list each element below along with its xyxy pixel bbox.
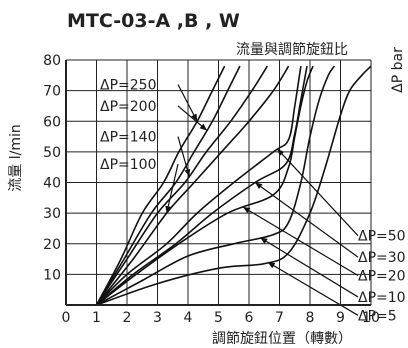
series-label-right: ΔP=20 xyxy=(358,269,406,285)
y-tick-label: 50 xyxy=(43,145,61,161)
leader-line xyxy=(242,206,359,277)
x-tick-label: 1 xyxy=(92,310,101,326)
y-tick-label: 60 xyxy=(43,114,61,130)
x-tick-label: 5 xyxy=(214,310,223,326)
series-line-dp200 xyxy=(95,65,241,305)
leader-arrowhead xyxy=(260,237,268,244)
x-tick-label: 3 xyxy=(153,310,162,326)
leader-line xyxy=(254,182,359,258)
y-tick-label: 70 xyxy=(43,84,61,100)
x-tick-label: 0 xyxy=(62,310,71,326)
leader-arrowhead xyxy=(242,207,251,214)
series-line-dp10 xyxy=(96,65,336,305)
series-label-left: ΔP=140 xyxy=(100,130,156,146)
leader-arrowhead xyxy=(191,113,198,122)
x-tick-label: 7 xyxy=(275,310,284,326)
y-axis-label: 流量 l/min xyxy=(8,124,24,191)
series-label-right: ΔP=50 xyxy=(358,229,406,245)
leader-line xyxy=(276,148,359,237)
series-label-right: ΔP=30 xyxy=(358,250,406,266)
series-line-dp20 xyxy=(96,65,314,305)
leader-arrowhead xyxy=(199,123,207,131)
leader-arrowhead xyxy=(277,148,285,156)
leader-line xyxy=(259,237,359,298)
series-label-right: ΔP=5 xyxy=(358,308,397,324)
leader-arrowhead xyxy=(165,205,172,214)
y-tick-label: 30 xyxy=(43,206,61,222)
series-label-right: ΔP=10 xyxy=(358,290,406,306)
series-line-dp5 xyxy=(96,65,371,305)
y-tick-label: 40 xyxy=(43,176,61,192)
series-label-left: ΔP=250 xyxy=(100,78,156,94)
leader-line xyxy=(166,163,179,214)
y-tick-label: 80 xyxy=(43,53,61,69)
x-tick-label: 8 xyxy=(306,310,315,326)
series-label-left: ΔP=200 xyxy=(100,99,156,115)
leader-arrowhead xyxy=(184,168,191,177)
y-tick-label: 10 xyxy=(43,267,61,283)
x-tick-label: 10 xyxy=(362,310,380,326)
series-curves xyxy=(95,65,371,305)
series-line-dp100 xyxy=(95,65,290,305)
x-axis-label: 調節旋鈕位置（轉數） xyxy=(212,330,352,347)
leader-arrowhead xyxy=(267,262,276,269)
leader-arrowhead xyxy=(255,182,263,190)
series-line-dp140 xyxy=(95,65,268,305)
series-label-left: ΔP=100 xyxy=(100,157,156,173)
x-tick-label: 2 xyxy=(123,310,132,326)
x-tick-label: 4 xyxy=(184,310,193,326)
leader-line xyxy=(267,261,359,316)
chart-title: MTC-03-A ,B , W xyxy=(67,10,240,32)
x-tick-label: 6 xyxy=(245,310,254,326)
y-tick-label: 20 xyxy=(43,237,61,253)
series-labels: ΔP=250 ΔP=200 ΔP=140 ΔP=100 ΔP=50 ΔP=30 ΔP=20 Δ… xyxy=(100,78,406,325)
axis-ticks: 0 1 2 3 4 5 6 7 8 9 10 10 20 30 40 50 60 70 80 xyxy=(43,53,380,326)
series-line-dp250 xyxy=(95,65,226,305)
series-line-dp50 xyxy=(95,65,302,305)
chart-subtitle: 流量與調節旋鈕比 xyxy=(236,41,348,58)
x-tick-label: 9 xyxy=(336,310,345,326)
y2-axis-label: ΔP bar xyxy=(390,47,406,93)
